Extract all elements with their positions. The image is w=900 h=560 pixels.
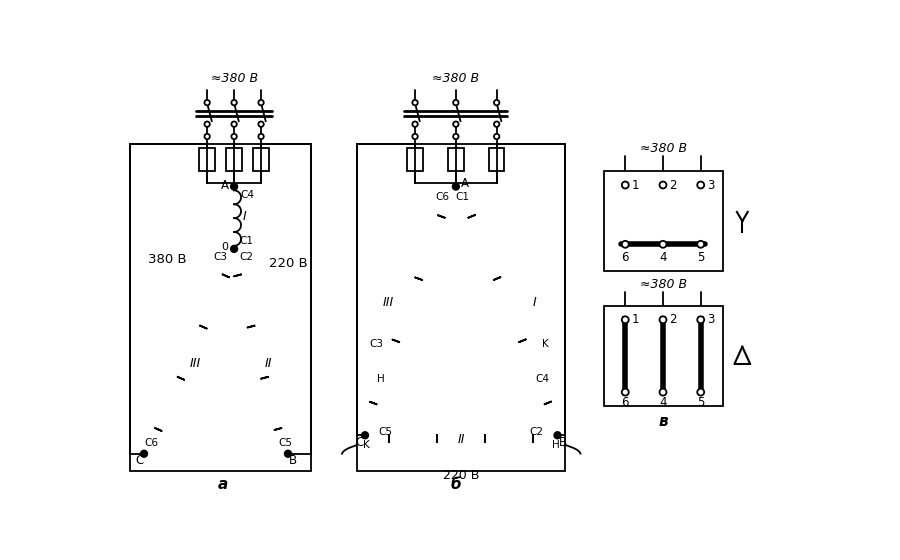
Circle shape [412,134,418,139]
Bar [448,148,464,171]
Text: ≈380 В: ≈380 В [640,278,687,291]
Text: H: H [376,374,384,384]
Text: A: A [461,177,469,190]
Circle shape [622,316,629,323]
Text: б: б [451,477,461,492]
Text: 5: 5 [697,396,705,409]
Circle shape [362,432,368,438]
Text: C5: C5 [379,427,393,437]
Text: 2: 2 [669,313,677,326]
Text: 1: 1 [632,179,639,192]
Text: 4: 4 [659,251,667,264]
Text: K: K [364,440,370,450]
Text: C6: C6 [435,192,449,202]
Circle shape [698,241,704,248]
Text: 1: 1 [632,313,639,326]
Circle shape [622,241,629,248]
Text: C: C [356,436,364,449]
Text: C5: C5 [279,438,292,448]
Text: I: I [533,296,536,309]
Circle shape [698,316,704,323]
Bar [604,171,723,271]
Text: II: II [265,357,273,370]
Circle shape [258,122,264,127]
Bar [254,148,269,171]
Text: 220 В: 220 В [268,257,308,270]
Text: 0: 0 [220,242,228,253]
Circle shape [622,389,629,395]
Circle shape [204,134,210,139]
Text: 5: 5 [697,251,705,264]
Text: C3: C3 [370,339,383,349]
Circle shape [412,100,418,105]
Circle shape [698,181,704,189]
Circle shape [140,450,148,457]
Text: II: II [457,433,465,446]
Circle shape [660,181,667,189]
Bar [227,148,242,171]
Circle shape [258,100,264,105]
Circle shape [230,183,238,190]
Text: C4: C4 [536,374,549,384]
Text: C1: C1 [239,236,254,246]
Circle shape [454,122,459,127]
Circle shape [554,432,561,438]
Circle shape [453,183,459,190]
Text: ≈380 В: ≈380 В [640,142,687,155]
Circle shape [284,450,292,457]
Text: C4: C4 [240,190,255,200]
Circle shape [660,241,667,248]
Circle shape [231,122,237,127]
Text: а: а [218,477,228,492]
Text: C6: C6 [145,438,158,448]
Bar [130,144,311,472]
Text: 6: 6 [622,251,629,264]
Text: C: C [135,454,143,467]
Circle shape [230,245,238,253]
Circle shape [660,316,667,323]
Text: 3: 3 [706,179,715,192]
Circle shape [454,100,459,105]
Text: C2: C2 [239,251,254,262]
Text: 220 В: 220 В [443,469,480,482]
Text: ≈380 В: ≈380 В [432,72,480,85]
Circle shape [204,122,210,127]
Circle shape [231,100,237,105]
Text: в: в [659,414,668,429]
Bar [357,144,565,472]
Text: 3: 3 [706,313,715,326]
Text: 380 В: 380 В [148,253,186,266]
Text: K: K [542,339,549,349]
Circle shape [412,122,418,127]
Text: III: III [382,296,393,309]
Bar [408,148,423,171]
Circle shape [660,389,667,395]
Text: III: III [190,357,202,370]
Bar [200,148,215,171]
Text: H: H [552,440,560,450]
Bar [604,306,723,406]
Circle shape [204,100,210,105]
Bar [489,148,504,171]
Text: 6: 6 [622,396,629,409]
Circle shape [494,122,500,127]
Text: C2: C2 [529,427,544,437]
Text: 2: 2 [669,179,677,192]
Circle shape [231,134,237,139]
Text: A: A [220,179,229,192]
Text: 4: 4 [659,396,667,409]
Text: C1: C1 [455,192,469,202]
Circle shape [258,134,264,139]
Circle shape [494,134,500,139]
Text: ≈380 В: ≈380 В [211,72,257,85]
Circle shape [494,100,500,105]
Text: C3: C3 [213,251,227,262]
Circle shape [454,134,459,139]
Circle shape [698,389,704,395]
Circle shape [622,181,629,189]
Text: B: B [559,436,567,449]
Text: B: B [289,454,297,467]
Text: I: I [243,210,247,223]
